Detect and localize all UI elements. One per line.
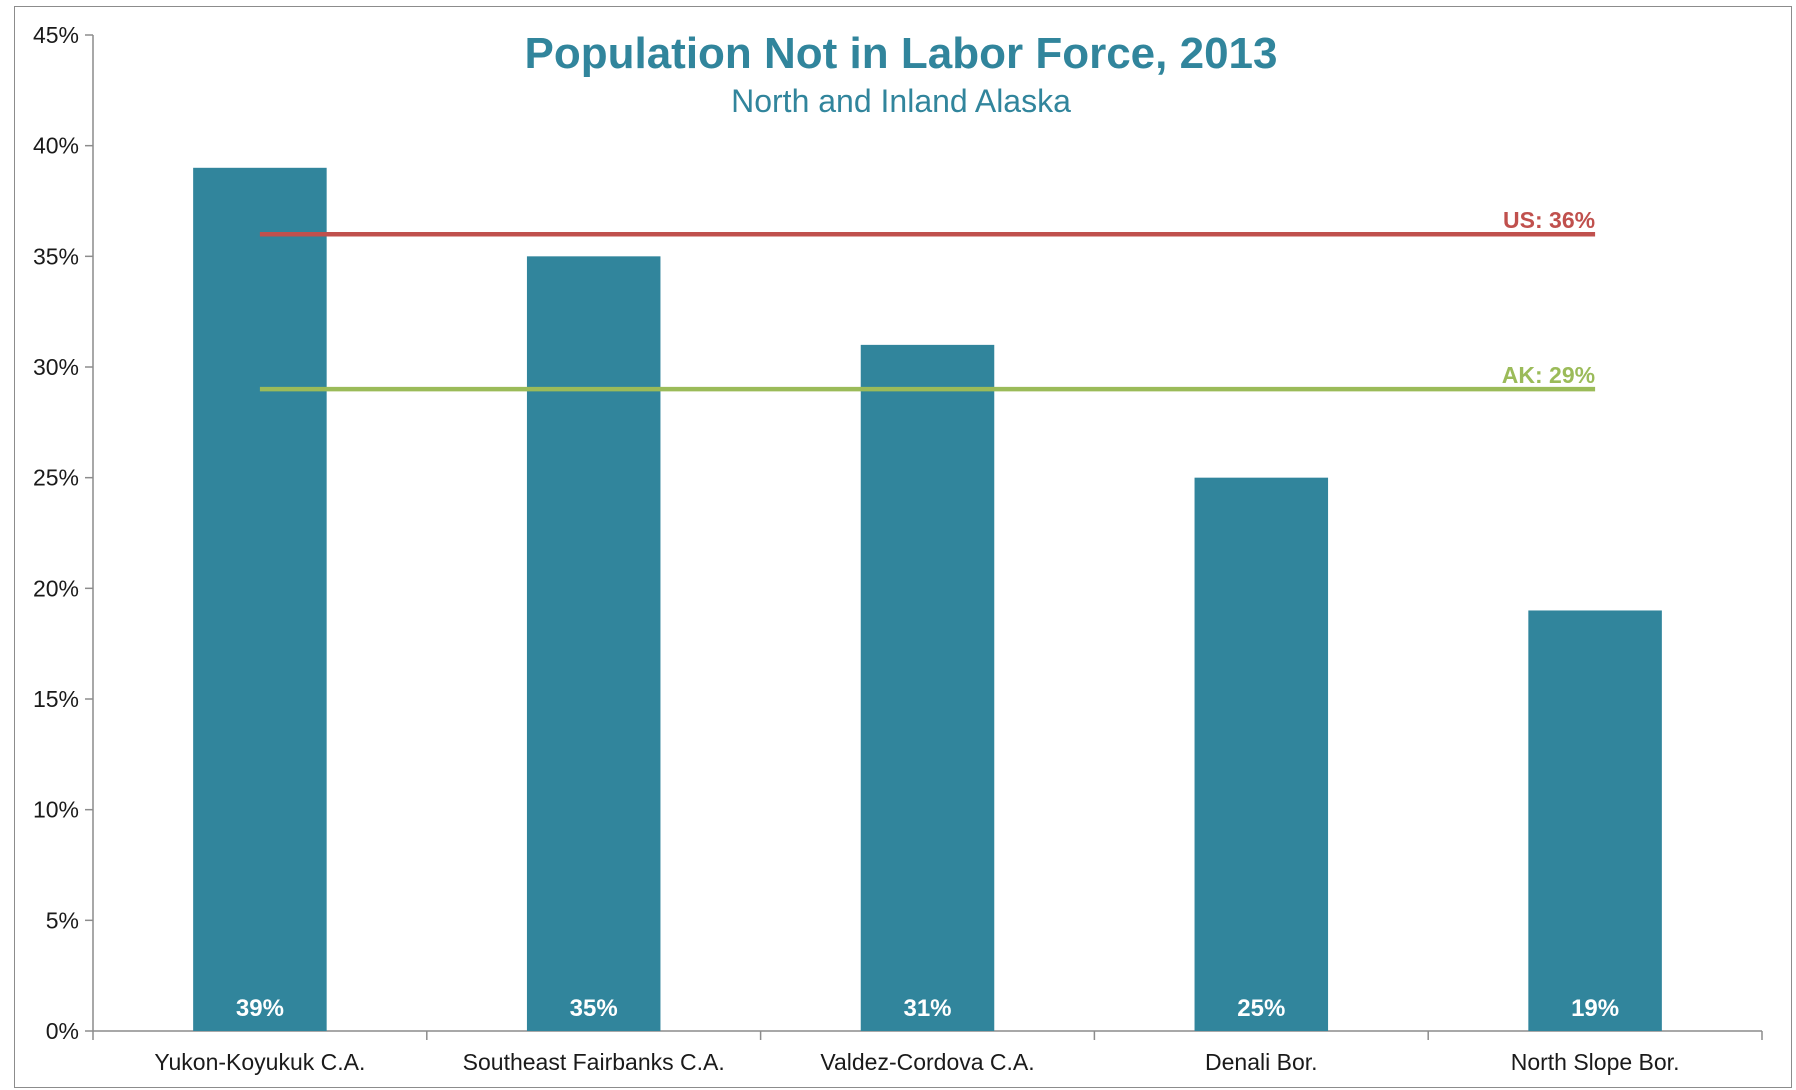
chart-title: Population Not in Labor Force, 2013 [525, 29, 1278, 78]
y-tick-label: 0% [46, 1018, 79, 1044]
x-tick-label: Denali Bor. [1205, 1049, 1318, 1075]
x-tick-label: North Slope Bor. [1511, 1049, 1680, 1075]
x-tick-label: Valdez-Cordova C.A. [820, 1049, 1034, 1075]
y-tick-label: 30% [33, 354, 79, 380]
bar-value-label: 25% [1237, 995, 1285, 1022]
reference-line-label: US: 36% [1503, 207, 1595, 233]
reference-line-label: AK: 29% [1502, 362, 1595, 388]
y-tick-label: 25% [33, 465, 79, 491]
bar [526, 256, 661, 1031]
y-tick-label: 45% [33, 22, 79, 48]
bar [860, 344, 995, 1031]
y-tick-label: 40% [33, 133, 79, 159]
x-tick-label: Southeast Fairbanks C.A. [463, 1049, 725, 1075]
y-tick-label: 20% [33, 575, 79, 601]
y-tick-label: 35% [33, 243, 79, 269]
y-tick-label: 10% [33, 797, 79, 823]
bar-value-label: 31% [903, 995, 951, 1022]
bars: 39% 35% 31% 25% 19% [193, 167, 1662, 1032]
bar [193, 167, 327, 1032]
bar-value-label: 39% [236, 995, 284, 1022]
x-axis: Yukon-Koyukuk C.A. Southeast Fairbanks C.… [92, 1030, 1763, 1075]
bar [1194, 477, 1329, 1032]
bar [1528, 610, 1662, 1031]
y-tick-label: 15% [33, 686, 79, 712]
reference-lines: US: 36% AK: 29% [259, 207, 1596, 392]
chart-subtitle: North and Inland Alaska [731, 83, 1071, 119]
y-tick-label: 5% [46, 907, 79, 933]
x-tick-label: Yukon-Koyukuk C.A. [154, 1049, 365, 1075]
bar-value-label: 19% [1571, 995, 1619, 1022]
y-axis: 0% 5% 10% 15% 20% 25% 30% 35% 40% 45% [33, 22, 94, 1044]
bar-value-label: 35% [570, 995, 618, 1022]
